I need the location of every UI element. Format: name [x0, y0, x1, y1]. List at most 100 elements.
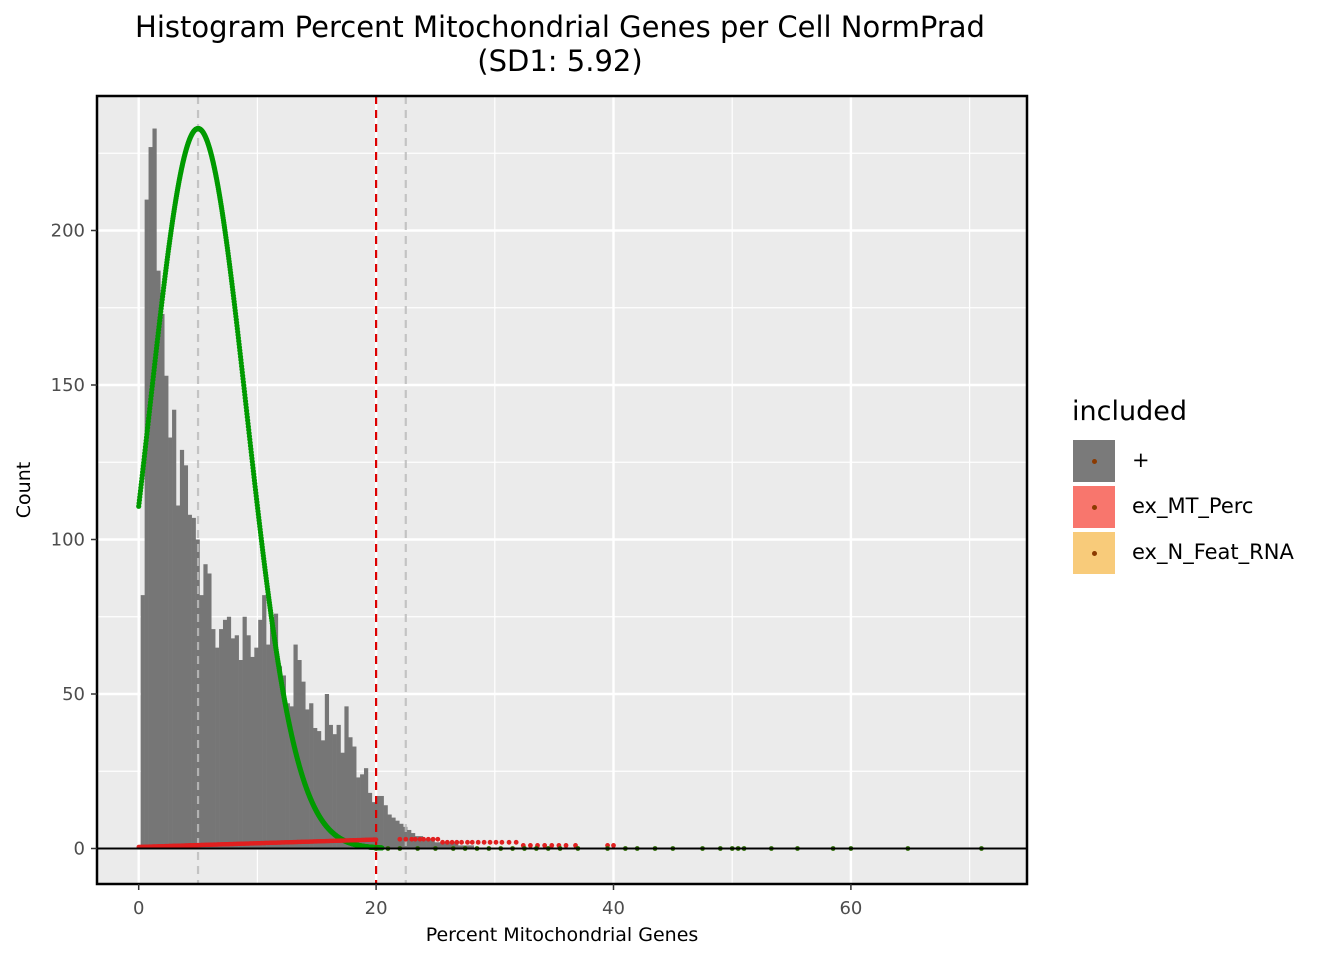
histogram-bar — [371, 802, 377, 849]
scatter-point — [417, 836, 423, 842]
histogram-bar — [262, 595, 267, 849]
legend-label: + — [1132, 448, 1150, 472]
histogram-bar — [246, 635, 251, 849]
histogram-bar — [226, 616, 232, 849]
histogram-bar — [164, 375, 169, 849]
scatter-point — [611, 843, 616, 848]
scatter-point — [444, 839, 450, 845]
histogram-bar — [199, 595, 204, 849]
x-tick-label: 40 — [602, 898, 625, 919]
histogram-bar — [160, 313, 165, 849]
histogram-bar — [332, 734, 337, 849]
histogram-bar — [422, 839, 427, 849]
histogram-bar — [266, 644, 271, 849]
histogram-bar — [430, 839, 435, 849]
histogram-bar — [301, 681, 306, 849]
scatter-point — [449, 839, 455, 845]
histogram-bar — [211, 629, 216, 849]
histogram-bar — [438, 842, 443, 849]
axes: 0 20 40 60 0 50 100 150 200 — [51, 221, 863, 920]
histogram-bar — [305, 709, 310, 849]
histogram-bar — [230, 638, 236, 849]
plot-frame — [95, 94, 1029, 886]
histogram-bar — [458, 845, 463, 849]
histogram-bar — [383, 805, 388, 849]
x-axis-label: Percent Mitochondrial Genes — [426, 924, 699, 946]
histogram-bar — [454, 842, 459, 849]
legend: included + ex_MT_Perc ex_N_Feat_RNA — [1072, 396, 1294, 577]
histogram-bar — [344, 706, 349, 849]
histogram-bar — [309, 703, 314, 849]
histogram-bar — [387, 814, 392, 849]
histogram-bar — [148, 147, 153, 849]
scatter-point — [421, 836, 426, 842]
scatter-point — [528, 843, 533, 848]
scatter-point — [475, 839, 481, 845]
histogram-bar — [336, 724, 341, 849]
scatter-point — [425, 836, 431, 842]
x-tick-label: 60 — [839, 898, 862, 919]
threshold-lines — [196, 96, 407, 884]
y-axis-label: Count — [13, 462, 35, 518]
legend-item: + — [1072, 439, 1187, 485]
histogram-bar — [446, 842, 451, 849]
histogram-bar — [254, 647, 259, 849]
legend-dot — [1092, 505, 1097, 510]
histogram-bar — [183, 465, 189, 849]
scatter-point — [403, 836, 409, 842]
scatter-point — [499, 839, 505, 845]
histogram-bar — [469, 845, 474, 849]
y-tick-label: 50 — [62, 684, 85, 705]
histogram-bar — [175, 505, 181, 849]
histogram-bar — [399, 823, 404, 849]
histogram-bar — [320, 740, 326, 849]
histogram-bar — [442, 842, 447, 849]
histogram-bar — [391, 817, 396, 849]
histogram-bars — [140, 128, 474, 849]
excluded-points — [397, 836, 616, 848]
legend-label: ex_MT_Perc — [1132, 494, 1254, 518]
histogram-bar — [375, 795, 380, 849]
chart-subtitle: (SD1: 5.92) — [477, 44, 643, 78]
scatter-point — [481, 839, 487, 845]
histogram-bar — [215, 647, 220, 849]
scatter-point — [409, 836, 415, 842]
scatter-point — [430, 836, 436, 842]
histogram-bar — [348, 737, 353, 849]
histogram-bar — [313, 727, 318, 849]
y-tick-label: 150 — [51, 375, 85, 396]
legend-item: ex_N_Feat_RNA — [1072, 531, 1294, 577]
histogram-bar — [277, 666, 283, 849]
histogram-bar — [379, 795, 384, 849]
histogram-bar — [465, 845, 471, 849]
histogram-bar — [363, 768, 369, 849]
histogram-bar — [426, 839, 431, 849]
histogram-bar — [328, 724, 333, 849]
histogram-bar — [434, 842, 439, 849]
legend-key — [1072, 485, 1116, 529]
scatter-point — [506, 839, 512, 845]
legend-dot — [1092, 551, 1097, 556]
scatter-point — [459, 839, 464, 845]
y-tick-label: 0 — [74, 839, 85, 860]
x-tick-label: 20 — [365, 898, 388, 919]
scatter-point — [397, 836, 403, 842]
legend-key — [1072, 439, 1116, 483]
legend-title: included — [1072, 396, 1187, 427]
histogram-bar — [324, 694, 330, 849]
histogram-bar — [297, 660, 302, 849]
histogram-bar — [340, 752, 345, 849]
scatter-point — [549, 843, 555, 848]
band-point — [373, 837, 379, 842]
legend-dot — [1092, 459, 1097, 464]
histogram-bar — [156, 270, 161, 849]
legend-label: ex_N_Feat_RNA — [1132, 540, 1294, 564]
scatter-point — [435, 836, 441, 842]
histogram-bar — [360, 774, 365, 849]
histogram-bar — [258, 619, 263, 849]
histogram-bar — [407, 829, 412, 849]
histogram-bar — [140, 595, 145, 849]
histogram-bar — [395, 820, 400, 849]
histogram-bar — [316, 731, 322, 849]
